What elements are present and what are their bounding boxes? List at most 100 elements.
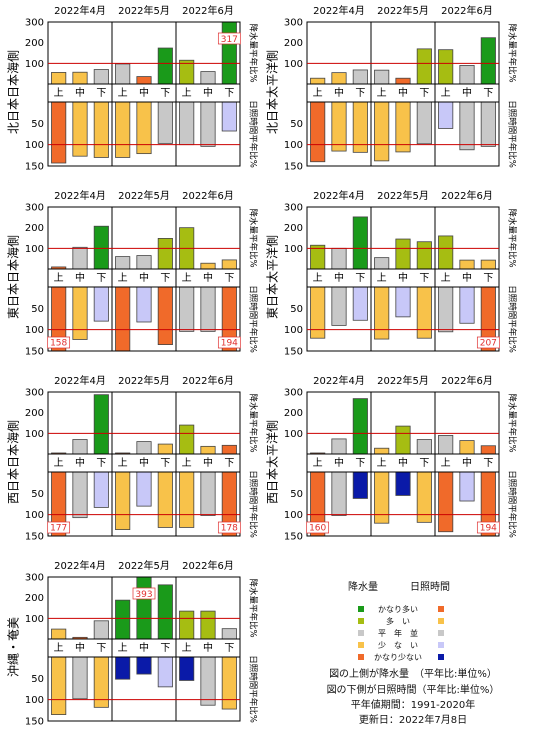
precip-tick-label: 200 [284,38,303,49]
precip-bar [157,584,173,640]
precip-frame [47,576,241,640]
sunshine-overflow-label: 158 [50,339,67,349]
precip-bar [416,48,432,85]
region-title: 西日本太平洋側 [265,420,280,504]
precip-tick-label: 300 [25,388,44,399]
precip-bar [136,76,152,85]
month-label: 2022年6月 [182,4,234,17]
sunshine-bar [93,471,109,508]
sunshine-bar [459,286,475,324]
precip-bar [459,440,475,455]
precip-bar [157,47,173,85]
sunshine-tick-label: 100 [284,140,303,151]
sunshine-axis-caption: 日照時間平年比% [507,100,518,168]
sunshine-bar [72,656,88,700]
month-label: 2022年5月 [377,374,429,387]
precip-bar [374,69,390,85]
sunshine-bar [438,101,454,129]
sunshine-bar [374,286,390,340]
precip-bar [51,628,67,640]
sunshine-bar [115,656,131,680]
category-label: 中 [139,641,149,654]
sunshine-tick-label: 50 [290,489,303,500]
sunshine-overflow-box [217,521,241,534]
category-label: 下 [160,273,170,284]
sunshine-bar [179,286,195,332]
category-label: 上 [54,457,64,469]
sunshine-bar [221,101,237,132]
legend-label: 平 年 並 [378,628,418,638]
sunshine-tick-label: 50 [31,119,44,130]
legend-sunshine-swatch [438,618,444,624]
month-label: 2022年4月 [313,4,365,17]
precip-bar [310,77,326,85]
precip-tick-label: 200 [25,223,44,234]
precip-bar [51,72,67,85]
sunshine-axis-caption: 日照時間平年比% [248,655,259,723]
legend-precip-swatch [358,630,364,636]
precip-bar [200,610,216,640]
sunshine-bar [136,286,152,323]
category-label: 下 [96,88,106,99]
precip-bar [459,65,475,85]
precip-bar [136,441,152,455]
category-label: 中 [75,86,85,99]
precip-frame [306,391,500,455]
sunshine-overflow-label: 160 [309,524,326,534]
precip-bar [438,49,454,85]
precip-bar [438,434,454,455]
sunshine-bar [179,471,195,528]
sunshine-bar [179,101,195,146]
sunshine-bar [374,471,390,524]
sunshine-bar [115,471,131,530]
month-label: 2022年5月 [118,4,170,17]
sunshine-tick-label: 150 [25,717,44,728]
category-label: 下 [224,643,234,654]
precip-frame [47,206,241,270]
note-normal-period: 平年値期間：1991-2020年 [351,698,476,711]
sunshine-bar [395,286,411,318]
region-title: 西日本日本海側 [6,420,21,504]
category-label: 上 [118,87,128,99]
precip-bar [93,394,109,455]
sunshine-bar [157,286,173,345]
sunshine-bar [136,101,152,155]
sunshine-tick-label: 150 [25,162,44,173]
category-label: 上 [377,272,387,284]
sunshine-frame [306,471,500,537]
sunshine-bar [136,471,152,507]
precip-tick-label: 300 [25,18,44,29]
precip-tick-label: 300 [284,18,303,29]
category-label: 上 [441,457,451,469]
precip-bar [200,71,216,85]
sunshine-tick-label: 100 [25,510,44,521]
sunshine-bar [157,656,173,688]
sunshine-bar [352,286,368,321]
category-label: 中 [398,271,408,284]
precip-bar [93,225,109,270]
sunshine-bar [51,656,67,715]
precip-bar [416,439,432,455]
month-label: 2022年4月 [54,4,106,17]
precip-frame [306,206,500,270]
sunshine-bar [157,101,173,144]
sunshine-tick-label: 50 [290,304,303,315]
category-label: 上 [182,642,192,654]
precip-bar [200,445,216,455]
sunshine-bar [72,101,88,157]
precip-tick-label: 300 [25,573,44,584]
sunshine-tick-label: 150 [25,347,44,358]
precip-bar [136,255,152,270]
note-precip: 図の上側が降水量 （平年比:単位%） [329,667,497,680]
category-label: 上 [313,457,323,469]
month-label: 2022年5月 [377,4,429,17]
region-title: 北日本日本海側 [6,50,21,134]
precip-tick-label: 100 [284,59,303,70]
sunshine-bar [374,101,390,162]
sunshine-bar [221,656,237,710]
sunshine-bar [480,101,496,147]
category-label: 下 [224,88,234,99]
